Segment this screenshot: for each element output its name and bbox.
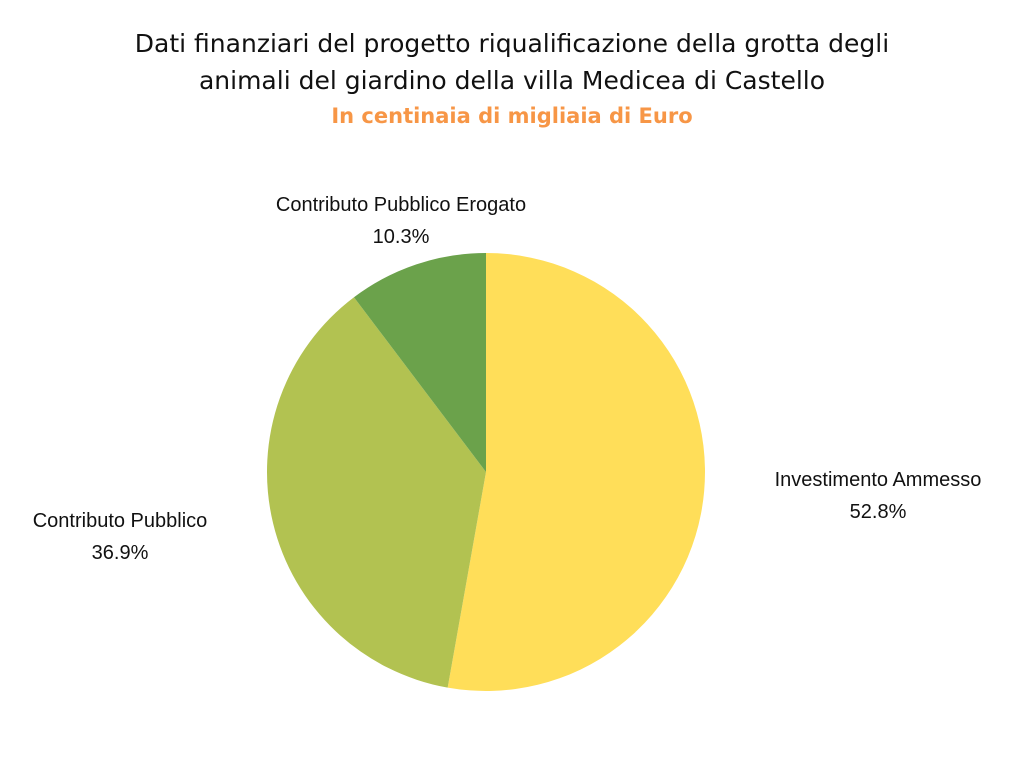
slice-percent-1: 52.8% — [850, 501, 907, 523]
pie-slices — [266, 252, 705, 692]
pie-slice-2 — [266, 297, 486, 688]
slice-percent-2: 36.9% — [92, 542, 149, 564]
chart-subtitle: In centinaia di migliaia di Euro — [331, 104, 692, 128]
chart-title-line-1: Dati finanziari del progetto riqualifica… — [135, 29, 889, 58]
chart-title-line-2: animali del giardino della villa Medicea… — [199, 66, 825, 95]
pie-labels: Investimento Ammesso 52.8% Contributo Pubb… — [33, 194, 982, 564]
slice-label-1: Investimento Ammesso — [775, 469, 982, 491]
slice-percent-3: 10.3% — [373, 226, 430, 248]
pie-slice-1 — [447, 253, 705, 692]
pie-slice-3 — [353, 252, 486, 472]
slice-label-3: Contributo Pubblico Erogato — [276, 194, 526, 216]
slice-label-2: Contributo Pubblico — [33, 510, 208, 532]
